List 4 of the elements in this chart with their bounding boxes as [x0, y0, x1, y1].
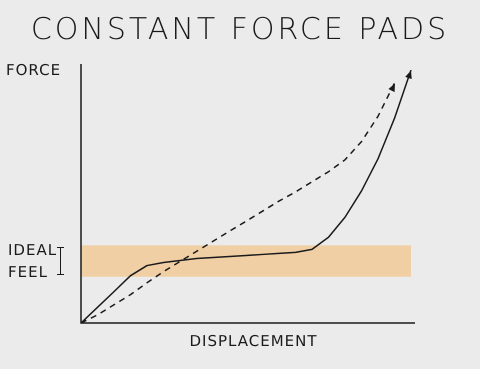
y-axis-title: FORCE — [6, 61, 62, 79]
chart-title: CONSTANT FORCE PADS — [30, 12, 450, 47]
band-label: IDEAL FEEL — [8, 240, 58, 283]
x-axis-title: DISPLACEMENT — [188, 332, 318, 350]
